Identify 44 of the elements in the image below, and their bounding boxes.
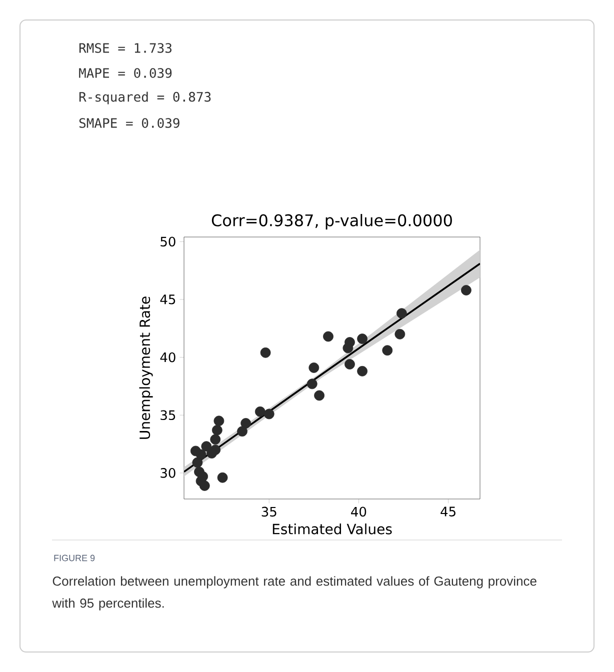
- x-tick-label: 40: [351, 506, 366, 517]
- chart-title: Corr=0.9387, p-value=0.0000: [212, 214, 452, 230]
- x-axis-title: Estimated Values: [272, 524, 392, 534]
- y-tick-label: 50: [160, 236, 176, 247]
- point: [210, 434, 221, 445]
- caption: FIGURE 9: [54, 554, 95, 562]
- x-tick-label: 45: [440, 506, 456, 516]
- point: [357, 366, 368, 376]
- point: [396, 308, 407, 319]
- point: [190, 446, 201, 456]
- text: RMSE = 1.733: [79, 43, 172, 53]
- point: [192, 457, 203, 468]
- point: [344, 359, 355, 370]
- point: [260, 347, 271, 358]
- point: [314, 390, 324, 401]
- point: [214, 416, 224, 426]
- x-tick-label: 35: [262, 506, 276, 517]
- y-tick-label: 45: [160, 294, 176, 304]
- point: [308, 362, 320, 373]
- point: [323, 331, 334, 342]
- point: [199, 480, 210, 491]
- point: [201, 441, 212, 452]
- y-axis-title: Unemployment Rate: [139, 296, 153, 439]
- point: [240, 418, 252, 428]
- point: [217, 472, 228, 483]
- point: [382, 345, 393, 356]
- point: [264, 408, 274, 420]
- text: MAPE = 0.039: [79, 68, 172, 78]
- point: [306, 378, 318, 390]
- point: [394, 328, 406, 340]
- point: [198, 471, 208, 482]
- point: [237, 426, 248, 437]
- y-tick-label: 35: [160, 410, 176, 420]
- y-tick-label: 40: [160, 352, 176, 362]
- text: R-squared = 0.873: [79, 92, 211, 104]
- point: [461, 285, 472, 296]
- text: Correlation between unemployment rate and estimated values of Gauteng province with 95 percentiles.: [52, 576, 536, 610]
- y-tick-label: 30: [160, 468, 176, 478]
- point: [342, 342, 354, 354]
- point: [254, 406, 266, 417]
- point: [357, 334, 368, 344]
- text: SMAPE = 0.039: [79, 118, 180, 128]
- point: [206, 448, 217, 459]
- point: [212, 424, 222, 436]
